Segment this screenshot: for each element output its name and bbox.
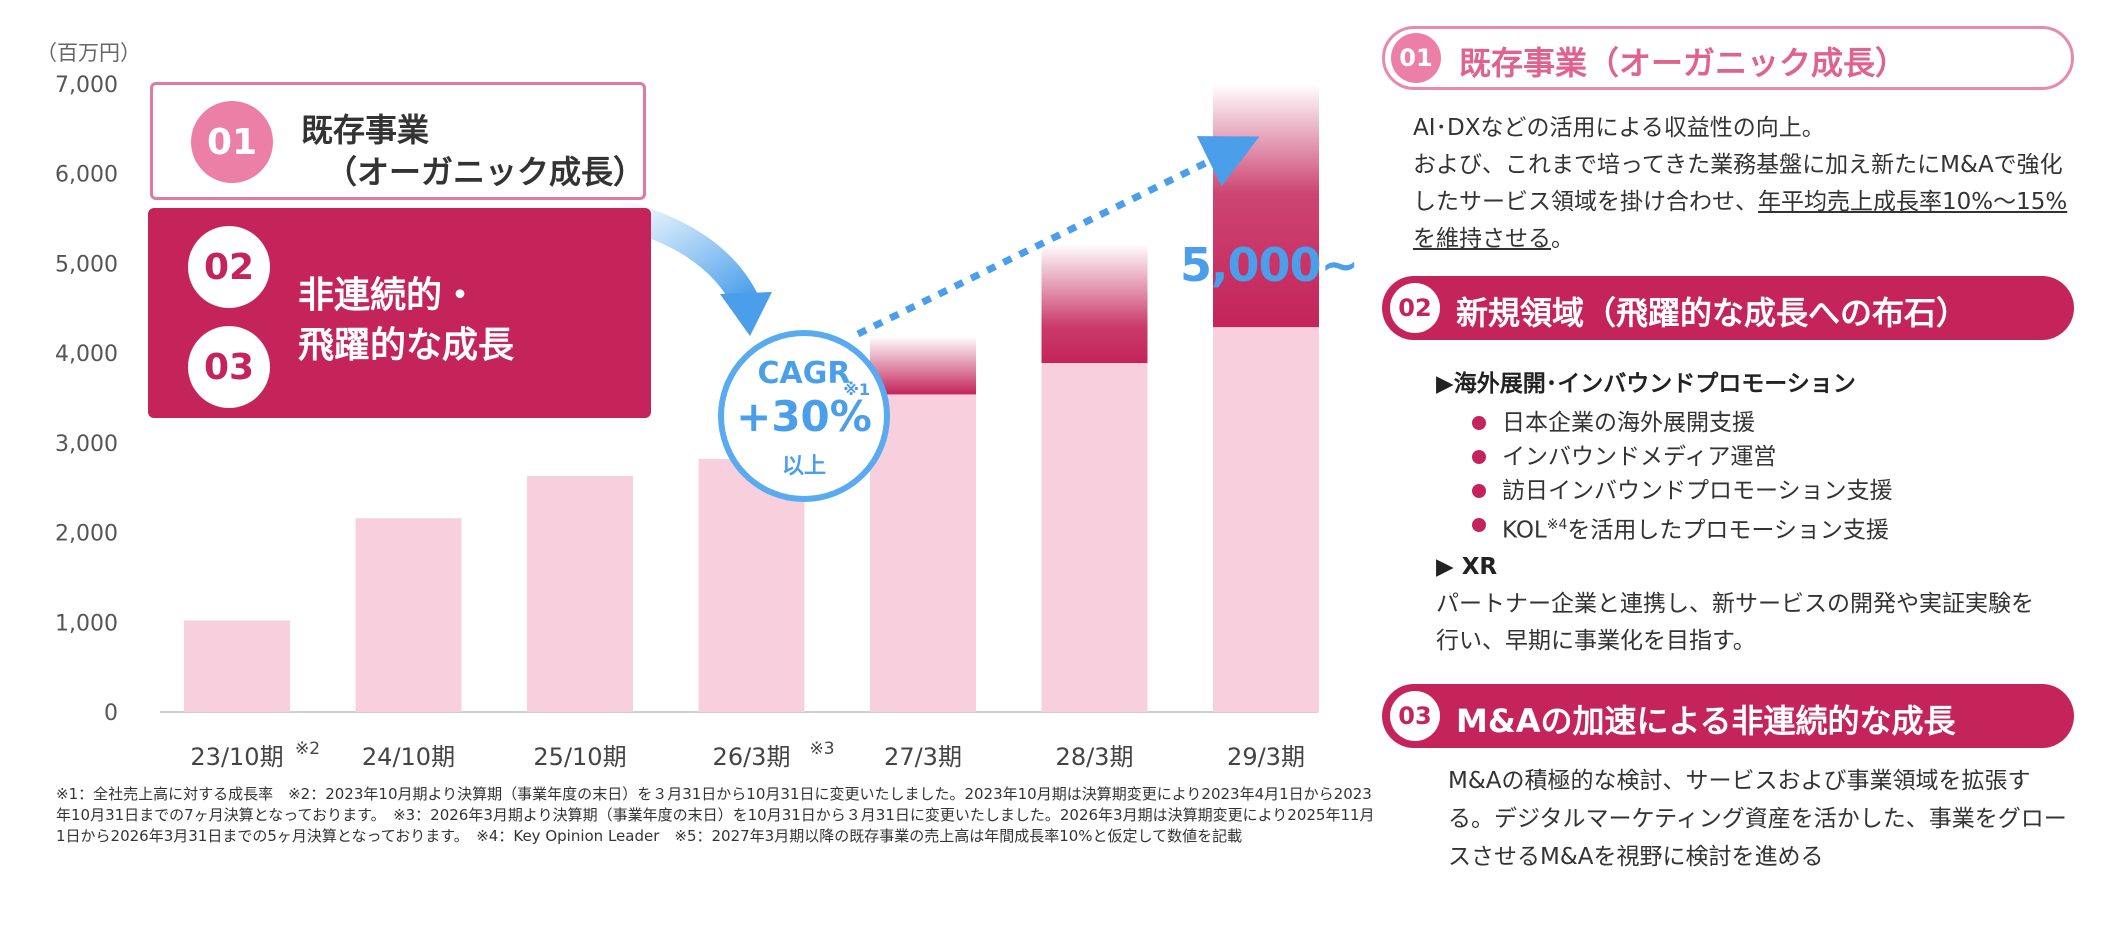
x-tick-label: 28/3期 <box>1056 743 1134 771</box>
x-tick-label: 27/3期 <box>884 743 962 771</box>
bar-base <box>184 620 290 712</box>
x-axis: 23/10期 ※2 24/10期 25/10期 26/3期 ※3 27/3期 28/3期 29/… <box>190 739 1305 771</box>
bar-base <box>1213 327 1319 712</box>
section-02-title: 新規領域（飛躍的な成長への布石） <box>1456 294 1969 332</box>
y-tick-label: 3,000 <box>55 432 118 457</box>
bar-base <box>698 459 805 712</box>
badge-01: 01 <box>191 101 273 183</box>
bullet-text: 日本企業の海外展開支援 <box>1502 410 1755 436</box>
bar-base <box>870 394 976 712</box>
section-03-text: M&Aの積極的な検討、サービスおよび事業領域を拡張する。デジタルマーケティング資… <box>1448 768 2067 870</box>
cagr-badge: CAGR ※1 +30% 以上 <box>718 330 890 502</box>
bullet-text: インバウンドメディア運営 <box>1502 444 1777 470</box>
x-tick-note: ※2 <box>295 739 320 759</box>
growth-arrow-icon <box>856 136 1260 338</box>
y-axis: 7,000 6,000 5,000 4,000 3,000 2,000 1,000 0 <box>55 73 118 726</box>
x-tick-label: 29/3期 <box>1227 743 1305 771</box>
list-item: 日本企業の海外展開支援 <box>1470 406 1893 440</box>
y-tick-label: 4,000 <box>55 342 118 367</box>
nonlinear-growth-subtitle: 飛躍的な成長 <box>298 325 515 366</box>
bar-growth <box>870 336 976 395</box>
target-annotation: 5,000~ <box>1180 238 1359 292</box>
cagr-label: CAGR <box>757 356 851 391</box>
y-tick-label: 5,000 <box>55 252 118 277</box>
section-01-header: 01 既存事業（オーガニック成長） <box>1382 26 2074 90</box>
bullet-text-rest: を活用したプロモーション支援 <box>1567 517 1889 544</box>
section-01-end: 。 <box>1551 226 1574 252</box>
bar-base <box>527 476 633 712</box>
section-01-line1: AI･DXなどの活用による収益性の向上。 <box>1413 115 1825 141</box>
bullet-note: ※4 <box>1546 517 1568 533</box>
section-02-header: 02 新規領域（飛躍的な成長への布石） <box>1382 276 2074 340</box>
existing-business-subtitle: （オーガニック成長） <box>325 153 646 191</box>
y-axis-unit: （百万円） <box>36 41 141 65</box>
bullet-dot-icon <box>1472 518 1486 532</box>
bullet-dot-icon <box>1472 484 1486 498</box>
nonlinear-growth-box: 02 03 非連続的・ 飛躍的な成長 <box>148 208 651 418</box>
section-01-text: AI･DXなどの活用による収益性の向上。 および、これまで培ってきた業務基盤に加… <box>1413 110 2073 258</box>
revenue-bar-chart: （百万円） 7,000 6,000 5,000 4,000 3,000 2,000 1,00… <box>36 41 1319 771</box>
cagr-note: ※1 <box>843 380 870 399</box>
xr-text: パートナー企業と連携し、新サービスの開発や実証実験を行い、早期に事業化を目指す。 <box>1436 591 2034 654</box>
swoosh-arrowhead-icon <box>720 292 772 336</box>
bullet-dot-icon <box>1472 416 1486 430</box>
list-item: KOL※4を活用したプロモーション支援 <box>1470 508 1893 548</box>
cagr-value: +30% <box>736 392 872 441</box>
bullet-dot-icon <box>1472 450 1486 464</box>
badge-02: 02 <box>188 226 270 308</box>
y-tick-label: 6,000 <box>55 163 118 188</box>
section-01-body: および、これまで培ってきた業務基盤に加え新たにM&Aで強化したサービス領域を掛け… <box>1413 147 2073 258</box>
nonlinear-growth-title: 非連続的・ <box>298 275 479 316</box>
existing-business-box: 01 既存事業 （オーガニック成長） <box>150 82 646 200</box>
x-tick-label: 23/10期 <box>190 743 283 771</box>
x-tick-label: 24/10期 <box>362 743 455 771</box>
section-02-badge: 02 <box>1390 283 1440 333</box>
section-03-header: 03 M&Aの加速による非連続的な成長 <box>1382 684 2074 748</box>
y-tick-label: 1,000 <box>55 611 118 636</box>
list-item: 訪日インバウンドプロモーション支援 <box>1470 474 1893 508</box>
bullet-text: KOL <box>1502 517 1547 544</box>
section-01-line2: および、これまで培ってきた業務基盤に加え新たにM&Aで強化したサービス領域を掛け… <box>1413 152 2063 215</box>
list-item: インバウンドメディア運営 <box>1470 440 1893 474</box>
x-tick-note: ※3 <box>810 739 835 759</box>
section-01-badge: 01 <box>1391 33 1441 83</box>
badge-03: 03 <box>188 326 270 408</box>
section-01-highlight: 年平均売上成長率10%～15%を維持させる <box>1413 189 2068 252</box>
y-tick-label: 0 <box>104 701 118 726</box>
bar-base <box>355 518 462 712</box>
section-01-title: 既存事業（オーガニック成長） <box>1459 44 1908 82</box>
section-03-badge: 03 <box>1390 691 1440 741</box>
bars <box>184 84 1319 712</box>
bar-growth <box>1213 84 1319 328</box>
bar-growth <box>1041 243 1148 364</box>
section-03-title: M&Aの加速による非連続的な成長 <box>1456 702 1956 740</box>
existing-business-title: 既存事業 <box>301 111 430 149</box>
x-tick-label: 26/3期 <box>713 743 791 771</box>
xr-subheading: ▶ XR <box>1436 554 1498 580</box>
footnote: ※1：全社売上高に対する成長率 ※2：2023年10月期より決算期（事業年度の末… <box>56 785 1375 845</box>
bullet-text: 訪日インバウンドプロモーション支援 <box>1502 478 1893 504</box>
y-tick-label: 2,000 <box>55 522 118 547</box>
y-tick-label: 7,000 <box>55 73 118 98</box>
bar-base <box>1041 363 1148 712</box>
overseas-subheading: ▶海外展開･インバウンドプロモーション <box>1436 371 1856 397</box>
cagr-suffix: 以上 <box>781 454 826 479</box>
x-tick-label: 25/10期 <box>533 743 626 771</box>
overseas-bullet-list: 日本企業の海外展開支援 インバウンドメディア運営 訪日インバウンドプロモーション… <box>1470 406 1893 548</box>
